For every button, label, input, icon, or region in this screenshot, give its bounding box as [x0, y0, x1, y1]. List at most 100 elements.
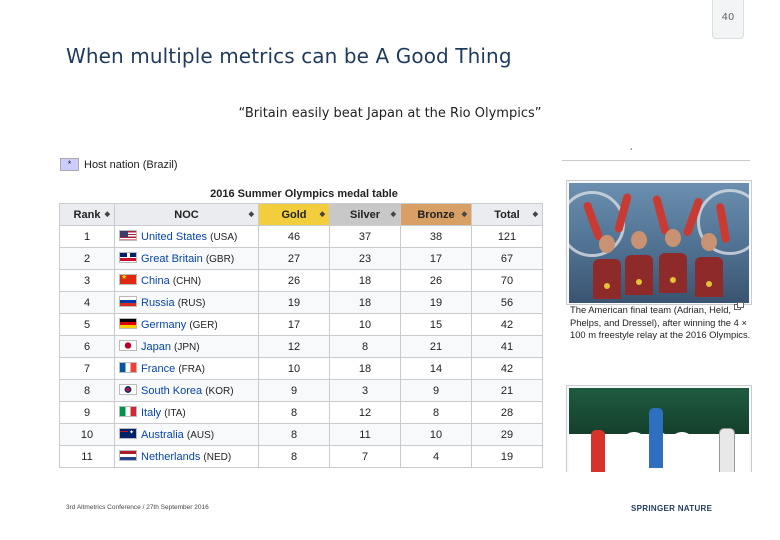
column-label: Bronze: [417, 208, 455, 221]
swimmer-head: [701, 233, 717, 251]
sort-icon[interactable]: ◆: [104, 211, 110, 218]
table-row: 4 Russia (RUS) 19 18 19 56: [59, 291, 543, 314]
noc-cell: France (FRA): [114, 357, 259, 380]
page-number: 40: [712, 0, 744, 39]
country-link[interactable]: Australia: [141, 429, 184, 441]
column-header-total[interactable]: Total ◆: [471, 203, 543, 226]
gold-cell: 17: [258, 313, 330, 336]
gold-cell: 9: [258, 379, 330, 402]
footer-text: 3rd Altmetrics Conference / 27th Septemb…: [66, 504, 209, 511]
column-header-silver[interactable]: Silver ◆: [329, 203, 401, 226]
country-link[interactable]: France: [141, 363, 176, 375]
gold-medal: [706, 281, 712, 287]
column-header-rank[interactable]: Rank ◆: [59, 203, 115, 226]
gold-cell: 8: [258, 445, 330, 468]
gold-cell: 27: [258, 247, 330, 270]
silver-cell: 10: [329, 313, 401, 336]
column-label: Total: [494, 208, 520, 221]
nl-flag-icon: [119, 450, 137, 461]
silver-cell: 11: [329, 423, 401, 446]
table-row: 1 United States (USA) 46 37 38 121: [59, 225, 543, 248]
table-row: 5 Germany (GER) 17 10 15 42: [59, 313, 543, 336]
country-link[interactable]: China: [141, 275, 170, 287]
medal-table: Rank ◆ NOC ◆ Gold ◆ Silver ◆ Bronze ◆ Total ◆ …: [59, 203, 543, 468]
bronze-cell: 8: [400, 401, 472, 424]
sort-icon[interactable]: ◆: [390, 211, 396, 218]
table-row: 11 Netherlands (NED) 8 7 4 19: [59, 445, 543, 468]
bronze-cell: 4: [400, 445, 472, 468]
gold-cell: 46: [258, 225, 330, 248]
header-row: Rank ◆ NOC ◆ Gold ◆ Silver ◆ Bronze ◆ Total ◆: [59, 203, 543, 226]
noc-cell: United States (USA): [114, 225, 259, 248]
country-link[interactable]: Germany: [141, 319, 187, 331]
country-link[interactable]: Great Britain: [141, 253, 203, 265]
silver-cell: 18: [329, 291, 401, 314]
relay-team-photo: [569, 183, 749, 303]
bronze-cell: 21: [400, 335, 472, 358]
weightlifting-thumbnail[interactable]: [566, 385, 752, 472]
us-flag-icon: [119, 230, 137, 241]
country-link[interactable]: United States: [141, 231, 208, 243]
country-link[interactable]: Japan: [141, 341, 171, 353]
ru-flag-icon: [119, 296, 137, 307]
sort-icon[interactable]: ◆: [319, 211, 325, 218]
total-cell: 56: [471, 291, 543, 314]
noc-cell: Japan (JPN): [114, 335, 259, 358]
gold-cell: 12: [258, 335, 330, 358]
noc-cell: Germany (GER): [114, 313, 259, 336]
sort-icon[interactable]: ◆: [532, 211, 538, 218]
country-code: (JPN): [174, 342, 200, 353]
country-link[interactable]: Italy: [141, 407, 162, 419]
country-code: (AUS): [186, 430, 215, 441]
photo-panel-screenshot: The American final team (Adrian, Held, P…: [562, 140, 754, 472]
country-code: (CHN): [172, 276, 202, 287]
au-flag-icon: [119, 428, 137, 439]
page-top-strip: [562, 140, 750, 161]
slide-title: When multiple metrics can be A Good Thin…: [66, 44, 512, 68]
enlarge-icon[interactable]: [734, 302, 744, 310]
bronze-cell: 38: [400, 225, 472, 248]
noc-cell: South Korea (KOR): [114, 379, 259, 402]
swimmer-head: [665, 229, 681, 247]
jp-flag-icon: [119, 340, 137, 351]
rank-cell: 5: [59, 313, 115, 336]
country-code: (GBR): [205, 254, 235, 265]
country-link[interactable]: Russia: [141, 297, 175, 309]
gold-cell: 8: [258, 401, 330, 424]
total-cell: 29: [471, 423, 543, 446]
quote: “Britain easily beat Japan at the Rio Ol…: [238, 106, 542, 121]
gb-flag-icon: [119, 252, 137, 263]
silver-cell: 23: [329, 247, 401, 270]
country-link[interactable]: South Korea: [141, 385, 203, 397]
total-cell: 121: [471, 225, 543, 248]
swimmer-head: [631, 231, 647, 249]
column-header-bronze[interactable]: Bronze ◆: [400, 203, 472, 226]
relay-team-thumbnail[interactable]: [566, 180, 752, 305]
silver-cell: 37: [329, 225, 401, 248]
weightlifting-photo: [569, 388, 749, 472]
athlete-figure: [591, 430, 605, 472]
rank-cell: 11: [59, 445, 115, 468]
kr-flag-icon: [119, 384, 137, 395]
medal-table-screenshot: * Host nation (Brazil) 2016 Summer Olymp…: [57, 150, 551, 470]
sort-icon[interactable]: ◆: [461, 211, 467, 218]
gold-medal: [604, 283, 610, 289]
column-label: Gold: [281, 208, 307, 221]
olympic-ring: [697, 189, 749, 255]
silver-cell: 8: [329, 335, 401, 358]
rank-cell: 10: [59, 423, 115, 446]
bronze-cell: 10: [400, 423, 472, 446]
country-link[interactable]: Netherlands: [141, 451, 201, 463]
column-header-gold[interactable]: Gold ◆: [258, 203, 330, 226]
bronze-cell: 15: [400, 313, 472, 336]
column-header-noc[interactable]: NOC ◆: [114, 203, 259, 226]
silver-cell: 7: [329, 445, 401, 468]
column-label: Silver: [350, 208, 380, 221]
sort-icon[interactable]: ◆: [248, 211, 254, 218]
table-row: 8 South Korea (KOR) 9 3 9 21: [59, 379, 543, 402]
bronze-cell: 9: [400, 379, 472, 402]
table-caption: 2016 Summer Olympics medal table: [210, 188, 398, 200]
bronze-cell: 19: [400, 291, 472, 314]
host-swatch: *: [60, 158, 79, 171]
